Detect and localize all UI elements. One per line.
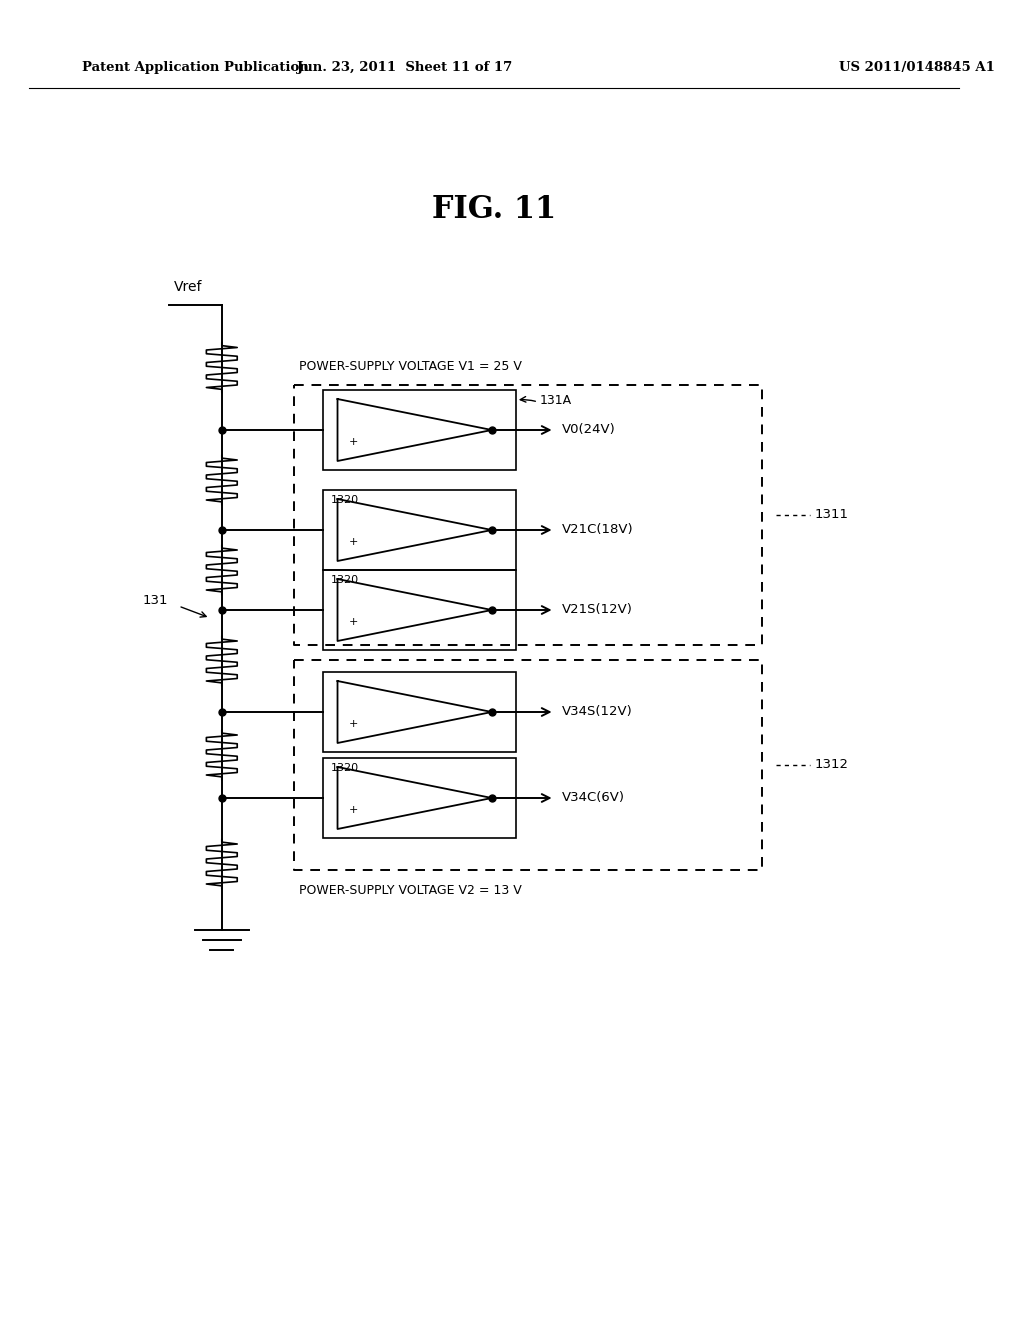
Text: 131: 131 <box>142 594 168 606</box>
Text: POWER-SUPPLY VOLTAGE V1 = 25 V: POWER-SUPPLY VOLTAGE V1 = 25 V <box>299 360 522 374</box>
Text: Patent Application Publication: Patent Application Publication <box>82 62 308 74</box>
Bar <box>323 570 516 649</box>
Text: 131A: 131A <box>540 393 572 407</box>
Text: US 2011/0148845 A1: US 2011/0148845 A1 <box>839 62 995 74</box>
Text: +: + <box>349 537 358 546</box>
Text: Jun. 23, 2011  Sheet 11 of 17: Jun. 23, 2011 Sheet 11 of 17 <box>297 62 513 74</box>
Text: V21C(18V): V21C(18V) <box>562 524 634 536</box>
Text: 1320: 1320 <box>331 495 358 506</box>
Text: 1320: 1320 <box>331 763 358 774</box>
Text: 1311: 1311 <box>815 508 849 521</box>
Text: POWER-SUPPLY VOLTAGE V2 = 13 V: POWER-SUPPLY VOLTAGE V2 = 13 V <box>299 883 521 896</box>
Text: V0(24V): V0(24V) <box>562 424 616 437</box>
Text: FIG. 11: FIG. 11 <box>432 194 556 226</box>
Text: 1320: 1320 <box>331 576 358 585</box>
Text: V34C(6V): V34C(6V) <box>562 792 626 804</box>
Text: +: + <box>349 616 358 627</box>
Bar <box>323 672 516 752</box>
Text: +: + <box>349 437 358 447</box>
Text: Vref: Vref <box>174 280 202 294</box>
Text: +: + <box>349 805 358 814</box>
Bar <box>323 389 516 470</box>
Text: V34S(12V): V34S(12V) <box>562 705 633 718</box>
Bar <box>323 758 516 838</box>
Text: V21S(12V): V21S(12V) <box>562 603 633 616</box>
Bar <box>323 490 516 570</box>
Text: 1312: 1312 <box>815 759 849 771</box>
Text: +: + <box>349 719 358 729</box>
